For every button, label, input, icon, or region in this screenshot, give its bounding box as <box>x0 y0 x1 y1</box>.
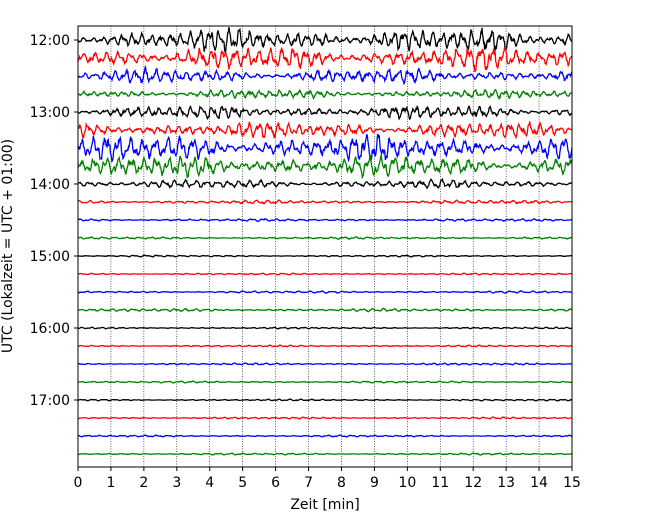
x-tick-label: 4 <box>205 475 214 491</box>
y-axis-label: UTC (Lokalzeit = UTC + 01:00) <box>0 139 16 353</box>
x-tick-label: 3 <box>172 475 181 491</box>
trace-1615 <box>78 362 572 366</box>
trace-1345 <box>78 177 572 190</box>
y-tick-label: 15:00 <box>30 249 70 265</box>
plot-frame <box>77 25 573 468</box>
trace-1515 <box>78 290 572 294</box>
trace-1145 <box>78 27 572 55</box>
x-tick-label: 15 <box>563 475 581 491</box>
seismic-traces <box>78 27 572 456</box>
trace-1600 <box>78 344 572 348</box>
trace-1445 <box>78 254 572 258</box>
x-tick-label: 11 <box>431 475 449 491</box>
trace-1200 <box>78 46 572 73</box>
y-tick-label: 13:00 <box>30 105 70 121</box>
trace-1645 <box>78 398 572 402</box>
x-tick-label: 10 <box>398 475 416 491</box>
x-axis: 0 1 2 3 4 5 6 7 8 9 10 11 12 13 14 15 <box>74 467 581 491</box>
x-tick-label: 14 <box>530 475 548 491</box>
trace-1300 <box>78 120 572 140</box>
x-tick-label: 13 <box>497 475 515 491</box>
trace-1630 <box>78 380 572 384</box>
x-tick-label: 0 <box>74 475 83 491</box>
x-tick-label: 7 <box>304 475 313 491</box>
x-tick-label: 2 <box>139 475 148 491</box>
trace-1500 <box>78 272 572 276</box>
trace-1215 <box>78 64 572 86</box>
grid-lines <box>110 26 540 467</box>
x-tick-label: 1 <box>106 475 115 491</box>
y-tick-label: 16:00 <box>30 321 70 337</box>
trace-1415 <box>78 218 572 223</box>
x-tick-label: 8 <box>337 475 346 491</box>
trace-1400 <box>78 199 572 205</box>
y-tick-label: 14:00 <box>30 177 70 193</box>
y-tick-label: 17:00 <box>30 393 70 409</box>
y-axis: 12:00 13:00 14:00 15:00 16:00 17:00 <box>30 33 78 409</box>
x-tick-label: 6 <box>271 475 280 491</box>
x-tick-label: 12 <box>464 475 482 491</box>
trace-1700 <box>78 416 572 420</box>
trace-1530 <box>78 307 572 313</box>
trace-1330 <box>78 154 572 180</box>
trace-1545 <box>78 326 572 330</box>
trace-1245 <box>78 104 572 121</box>
x-axis-label: Zeit [min] <box>290 497 359 513</box>
plot-background <box>78 26 572 467</box>
trace-1730 <box>78 452 572 456</box>
trace-1230 <box>78 88 572 101</box>
x-tick-label: 9 <box>370 475 379 491</box>
trace-1715 <box>78 434 572 438</box>
trace-1430 <box>78 236 572 241</box>
trace-1315 <box>78 133 572 164</box>
x-tick-label: 5 <box>238 475 247 491</box>
y-tick-label: 12:00 <box>30 33 70 49</box>
